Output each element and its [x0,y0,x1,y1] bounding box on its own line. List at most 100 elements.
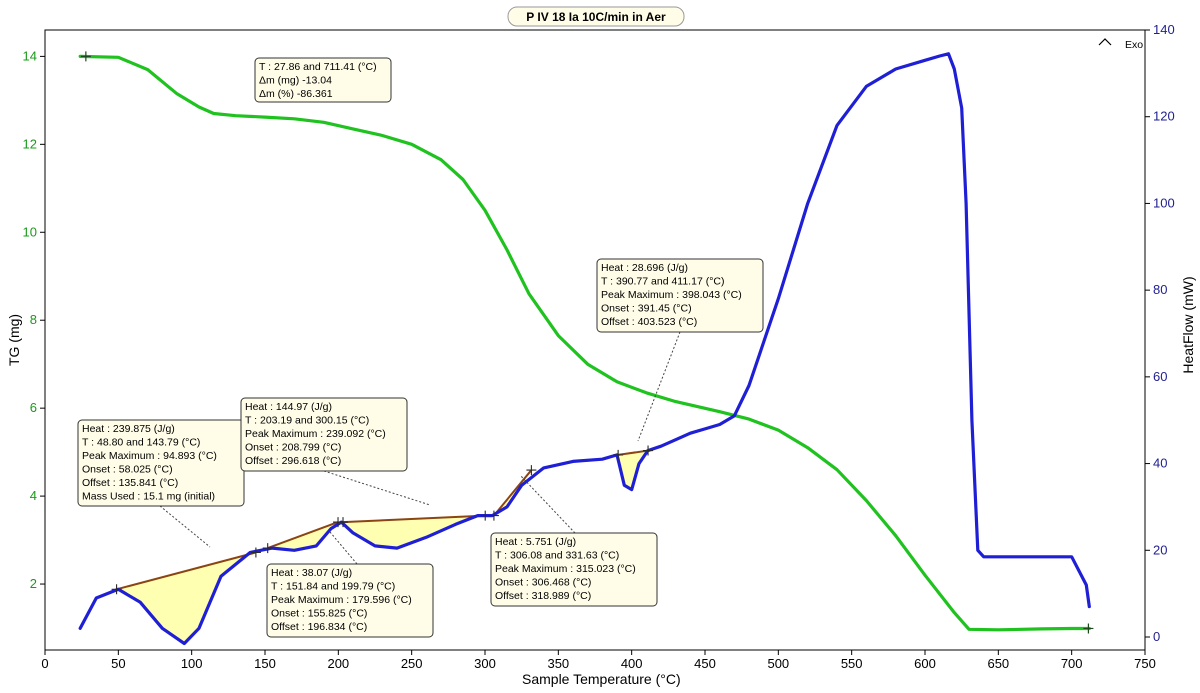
peak-marker [262,543,273,554]
tg-range-marker-2 [1083,623,1094,634]
y-right-tick-label: 60 [1153,369,1167,384]
annotation-line: Onset : 58.025 (°C) [82,464,173,476]
annotation-box-frame [240,397,408,472]
peak-marker [526,465,537,476]
annotation-line: T : 151.84 and 199.79 (°C) [271,581,395,593]
y-right-tick-label: 40 [1153,456,1167,471]
y-right-tick-label: 120 [1153,109,1175,124]
peak-marker [338,517,349,528]
axes-layer: 0 50 100 150 200 250 300 350 400 450 500 550 600 650 7… [23,22,1175,671]
peak-baseline-4 [493,469,533,517]
annotation-line: Heat : 38.07 (J/g) [271,567,352,579]
annotation-line: Peak Maximum : 94.893 (°C) [82,450,217,462]
annotation-box-5: Heat : 5.751 (J/g) T : 306.08 and 331.63 … [490,532,658,607]
annotation-box-2: Heat : 239.875 (J/g) T : 48.80 and 143.79… [77,419,245,507]
annotation-box-4: Heat : 38.07 (J/g) T : 151.84 and 199.79 … [266,563,434,638]
x-tick-label: 100 [181,656,203,671]
peak-marker [250,547,261,558]
annotation-line: Offset : 135.841 (°C) [82,477,178,489]
exo-label: Exo [1125,39,1143,51]
annotation-line: Onset : 208.799 (°C) [245,442,341,454]
x-tick-label: 150 [254,656,276,671]
peak-marker [111,584,122,595]
annotation-box-frame [254,57,392,103]
annotation-box-1: T : 27.86 and 711.41 (°C) Δm (mg) -13.04Δ… [254,57,392,103]
y-left-tick-label: 6 [30,400,37,415]
annotation-line: T : 203.19 and 300.15 (°C) [245,415,369,427]
annotation-line: Onset : 391.45 (°C) [601,303,692,315]
annotation-line: T : 390.77 and 411.17 (°C) [601,276,724,288]
y-axis-right-title: HeatFlow (mW) [1180,276,1196,373]
annotation-box-6: Heat : 28.696 (J/g) T : 390.77 and 411.17… [596,258,764,333]
annotation-line: Onset : 155.825 (°C) [271,608,367,620]
peak-fill-3 [343,515,486,549]
y-left-tick-label: 2 [30,576,37,591]
y-right-tick-label: 100 [1153,195,1175,210]
annotation-line: Δm (%) -86.361 [259,88,333,100]
annotation-line: Onset : 306.468 (°C) [495,577,591,589]
annotation-line: T : 306.08 and 331.63 (°C) [495,550,619,562]
x-axis-title: Sample Temperature (°C) [522,671,681,687]
peak-marker [613,449,624,460]
annotation-line: Δm (mg) -13.04 [259,75,332,87]
peak-marker [480,510,491,521]
plot-frame [44,29,1146,651]
annotation-line: Peak Maximum : 179.596 (°C) [271,594,412,606]
annotation-line: Offset : 403.523 (°C) [601,316,697,328]
y-right-tick-label: 0 [1153,629,1160,644]
tg-range-marker-1 [80,51,91,62]
annotation-leader-6 [637,331,681,442]
x-tick-label: 700 [1061,656,1083,671]
peak-baseline-3 [342,514,486,524]
annotation-leader-5 [519,474,576,534]
x-tick-label: 650 [987,656,1009,671]
y-left-tick-label: 14 [23,48,37,63]
annotation-line: T : 48.80 and 143.79 (°C) [82,437,200,449]
annotation-line: Heat : 28.696 (J/g) [601,262,688,274]
chart-title-box: P IV 18 Ia 10C/min in Aer [507,6,685,27]
x-tick-label: 50 [111,656,125,671]
y-left-tick-label: 4 [30,488,37,503]
annotation-line: Offset : 296.618 (°C) [245,455,341,467]
annotation-line: Peak Maximum : 239.092 (°C) [245,428,386,440]
x-tick-label: 0 [41,656,48,671]
annotation-line: Mass Used : 15.1 mg (initial) [82,491,215,503]
x-tick-label: 200 [327,656,349,671]
annotation-line: Peak Maximum : 398.043 (°C) [601,289,742,301]
x-tick-label: 300 [474,656,496,671]
y-left-tick-label: 12 [23,136,37,151]
y-left-tick-label: 8 [30,312,37,327]
annotation-layer: T : 27.86 and 711.41 (°C) Δm (mg) -13.04Δ… [77,57,764,638]
y-right-tick-label: 80 [1153,282,1167,297]
annotation-box-frame [596,258,764,333]
annotation-line: Heat : 239.875 (J/g) [82,423,175,435]
x-tick-label: 350 [547,656,569,671]
chart-title: P IV 18 Ia 10C/min in Aer [526,10,666,24]
x-tick-label: 400 [621,656,643,671]
annotation-line: Offset : 318.989 (°C) [495,590,591,602]
annotation-line: Peak Maximum : 315.023 (°C) [495,563,636,575]
x-tick-label: 450 [694,656,716,671]
annotation-leader-2 [159,505,211,548]
x-tick-label: 250 [401,656,423,671]
annotation-leader-4 [329,531,358,565]
x-tick-label: 550 [841,656,863,671]
series-tg [78,54,1091,632]
peak-baseline-5 [617,449,649,456]
leader-line-layer [159,331,681,565]
x-tick-label: 750 [1134,656,1156,671]
y-axis-left-title: TG (mg) [6,314,22,366]
annotation-line: Heat : 5.751 (J/g) [495,536,576,548]
annotation-box-3: Heat : 144.97 (J/g) T : 203.19 and 300.15… [240,397,408,472]
peak-baseline-2 [267,521,339,550]
peak-marker [488,510,499,521]
y-left-tick-label: 10 [23,224,37,239]
series-heatflow [78,52,1091,646]
annotation-line: Heat : 144.97 (J/g) [245,401,332,413]
annotation-line: T : 27.86 and 711.41 (°C) [259,61,377,73]
exo-indicator: Exo [1098,38,1143,51]
annotation-line: Offset : 196.834 (°C) [271,621,367,633]
x-tick-label: 500 [767,656,789,671]
